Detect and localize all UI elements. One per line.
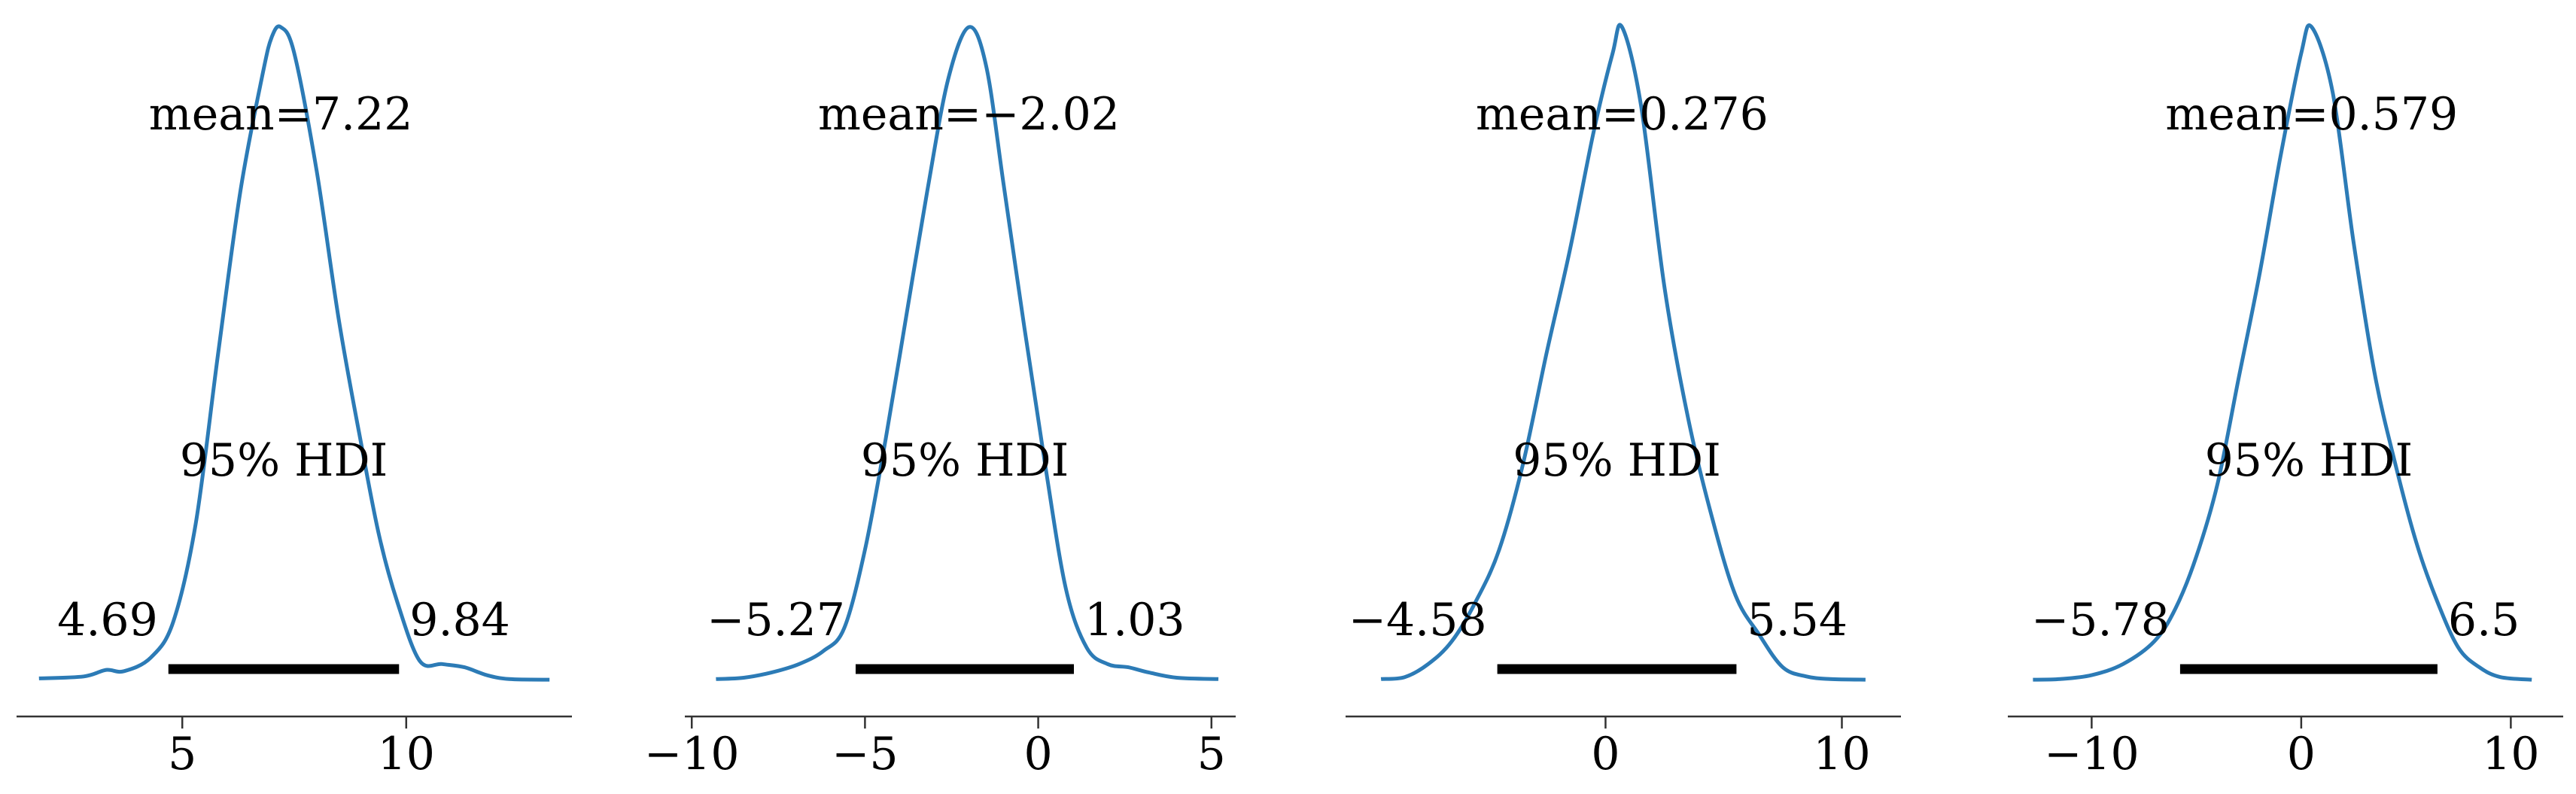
x-tick-label: 10 — [1813, 728, 1870, 780]
kde-panel-2: −10 −5 0 5 mean=−2.02 95% HDI −5.27 1.03 — [644, 25, 1236, 780]
density-curve — [38, 24, 550, 682]
mean-label: mean=−2.02 — [818, 88, 1120, 141]
mean-label: mean=0.276 — [1476, 88, 1769, 141]
x-tick-label: 10 — [378, 728, 435, 780]
hdi-label: 95% HDI — [2205, 434, 2413, 487]
density-curve — [716, 25, 1219, 681]
kde-panel-4: −10 0 10 mean=0.579 95% HDI −5.78 6.5 — [2008, 23, 2563, 780]
mean-label: mean=7.22 — [149, 88, 413, 141]
x-tick-label: 0 — [2287, 728, 2316, 780]
density-curve — [2033, 23, 2532, 682]
x-tick-label: −5 — [832, 728, 898, 780]
x-tick-label: 5 — [168, 728, 196, 780]
x-tick-label: 0 — [1023, 728, 1052, 780]
kde-panel-3: 0 10 mean=0.276 95% HDI −4.58 5.54 — [1346, 23, 1901, 780]
kde-panel-1: 5 10 mean=7.22 95% HDI 4.69 9.84 — [17, 24, 572, 780]
x-tick-label: −10 — [2044, 728, 2140, 780]
hdi-high-label: 5.54 — [1747, 594, 1848, 646]
hdi-low-label: 4.69 — [57, 594, 158, 646]
hdi-low-label: −4.58 — [1349, 594, 1487, 646]
x-tick-label: −10 — [644, 728, 740, 780]
mean-label: mean=0.579 — [2165, 88, 2458, 141]
hdi-high-label: 9.84 — [409, 594, 510, 646]
x-tick-label: 10 — [2482, 728, 2539, 780]
hdi-label: 95% HDI — [180, 434, 388, 487]
x-tick-label: 0 — [1591, 728, 1620, 780]
x-tick-label: 5 — [1197, 728, 1226, 780]
density-curve — [1380, 23, 1866, 682]
hdi-high-label: 1.03 — [1084, 594, 1185, 646]
hdi-label: 95% HDI — [1513, 434, 1721, 487]
hdi-low-label: −5.78 — [2031, 594, 2170, 646]
hdi-low-label: −5.27 — [707, 594, 845, 646]
hdi-high-label: 6.5 — [2448, 594, 2520, 646]
hdi-label: 95% HDI — [861, 434, 1069, 487]
